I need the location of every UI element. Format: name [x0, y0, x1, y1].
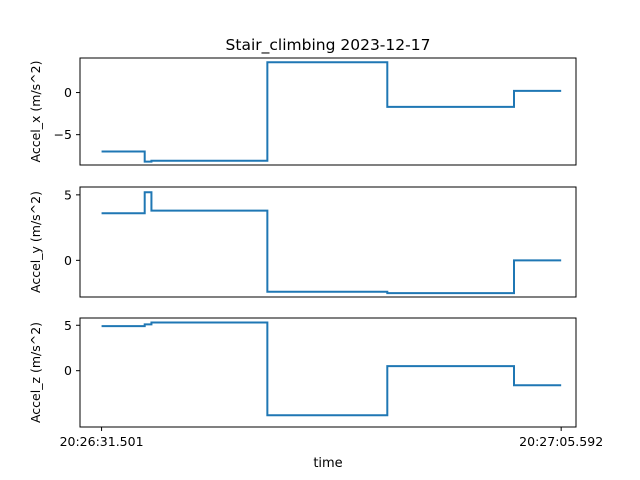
subplot-2: 5 0 Accel_y (m/s^2) — [28, 186, 577, 298]
axes-frame-3 — [79, 317, 577, 428]
x-tick-label: 20:26:31.501 — [60, 434, 144, 449]
axes-frame-1 — [79, 57, 577, 166]
x-axis-label: time — [313, 456, 342, 471]
x-tick-label: 20:27:05.592 — [519, 434, 603, 449]
subplot-1: 0 −5 Accel_x (m/s^2) — [28, 57, 577, 166]
y-tick-label: 0 — [64, 253, 72, 268]
series-line-1 — [101, 61, 562, 163]
y-tick-label: 5 — [64, 187, 72, 202]
y-axis-label: Accel_y (m/s^2) — [28, 191, 43, 293]
series-line-3 — [101, 321, 562, 417]
y-tick-label: 0 — [64, 85, 72, 100]
y-axis-label: Accel_x (m/s^2) — [28, 61, 43, 163]
y-tick-label: 5 — [64, 318, 72, 333]
y-axis-label: Accel_z (m/s^2) — [28, 322, 43, 423]
axes-frame-2 — [79, 186, 577, 298]
series-line-2 — [101, 191, 562, 295]
y-tick-label: −5 — [54, 127, 72, 142]
chart-title: Stair_climbing 2023-12-17 — [226, 36, 431, 55]
y-tick-label: 0 — [64, 363, 72, 378]
subplot-3: 5 0 Accel_z (m/s^2) 20:26:31.501 20:27:05.59… — [28, 317, 603, 449]
